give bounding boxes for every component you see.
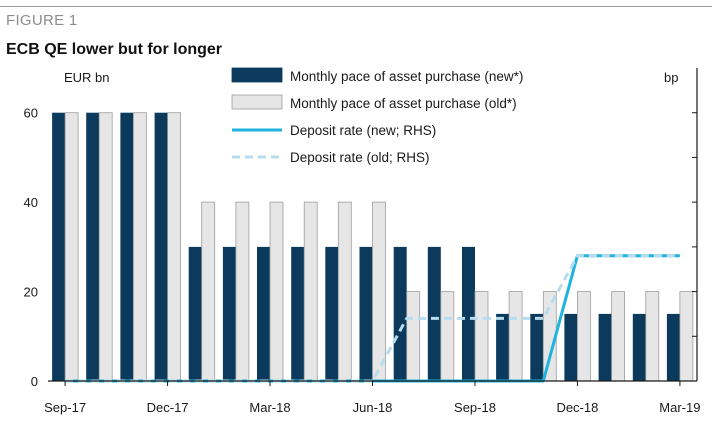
bar-old <box>303 201 318 382</box>
bar-old <box>577 291 591 382</box>
bar-new <box>291 246 305 381</box>
y-tick-label: 60 <box>24 106 38 121</box>
bar-old <box>337 201 352 382</box>
bar-new <box>564 313 578 381</box>
bar-old <box>269 201 284 382</box>
left-axis-label: EUR bn <box>64 70 110 85</box>
bar-new <box>86 112 100 381</box>
x-tick-label: Mar-19 <box>659 400 700 415</box>
legend-label: Deposit rate (new; RHS) <box>290 123 436 138</box>
bar-new <box>462 246 475 381</box>
legend-swatch <box>231 94 283 110</box>
bar-old <box>474 291 489 382</box>
x-tick-label: Sep-18 <box>454 400 496 415</box>
bar-old <box>679 291 694 382</box>
bar-old <box>372 201 386 382</box>
deposit-rate-old-line <box>65 254 680 383</box>
top-rule <box>0 6 712 7</box>
bar-new <box>393 246 407 381</box>
legend: Monthly pace of asset purchase (new*) Mon… <box>231 67 523 165</box>
legend-label: Monthly pace of asset purchase (old*) <box>290 96 517 111</box>
bar-old <box>64 112 79 382</box>
figure-label: FIGURE 1 <box>6 12 78 29</box>
figure-title: ECB QE lower but for longer <box>6 41 223 58</box>
y-tick-label: 20 <box>24 285 38 300</box>
bar-new <box>632 313 646 381</box>
bar-new <box>666 313 680 381</box>
y-tick-label: 40 <box>24 195 38 210</box>
right-axis-label: bp <box>664 70 678 85</box>
bars-layer <box>52 112 694 382</box>
bar-old <box>440 291 455 382</box>
x-tick-label: Dec-17 <box>147 400 189 415</box>
bar-old <box>167 112 182 382</box>
bar-new <box>120 112 134 381</box>
bar-old <box>132 112 147 382</box>
bar-new <box>188 246 202 381</box>
bar-old <box>508 291 523 382</box>
x-tick-label: Mar-18 <box>249 400 290 415</box>
bar-old <box>201 201 216 382</box>
axes-layer: 0 20 40 60 Sep-17 Dec-17 Mar-18 Jun-18 Sep-18 Dec… <box>24 68 700 415</box>
legend-label: Deposit rate (old; RHS) <box>290 150 430 165</box>
x-tick-label: Jun-18 <box>353 400 393 415</box>
bar-new <box>257 246 270 381</box>
bar-old <box>611 291 625 382</box>
bar-new <box>52 112 66 381</box>
bar-new <box>427 246 441 381</box>
x-tick-label: Dec-18 <box>556 400 598 415</box>
bar-new <box>325 246 339 381</box>
legend-label: Monthly pace of asset purchase (new*) <box>290 69 523 84</box>
bar-new <box>222 246 236 381</box>
bar-new <box>359 246 373 381</box>
bar-old <box>406 291 421 382</box>
legend-swatch <box>231 67 283 83</box>
x-tick-label: Sep-17 <box>44 400 86 415</box>
y-tick-label: 0 <box>31 374 38 389</box>
bar-new <box>598 313 612 381</box>
bar-new <box>154 112 168 381</box>
bar-old <box>645 291 660 382</box>
bar-old <box>98 112 113 382</box>
bar-new <box>496 313 510 381</box>
bar-old <box>235 201 250 382</box>
bar-new <box>530 313 544 381</box>
